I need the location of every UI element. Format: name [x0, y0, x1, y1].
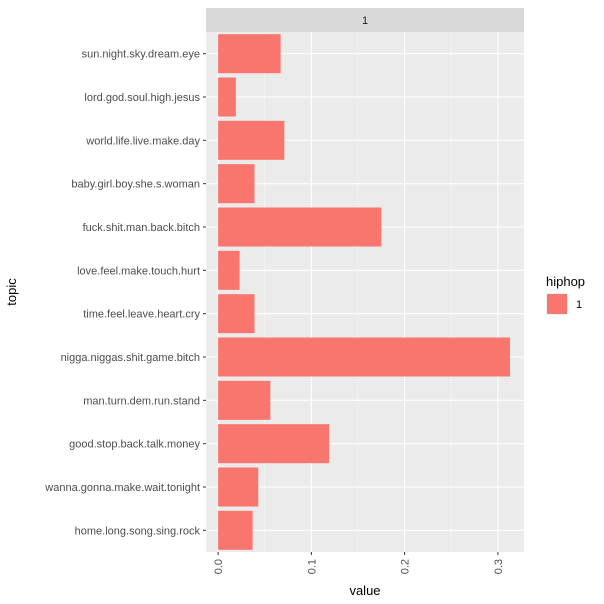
- y-tick-label: wanna.gonna.make.wait.tonight: [44, 482, 200, 494]
- x-tick-label: 0.2: [400, 559, 412, 574]
- legend-swatch-1: [547, 294, 567, 314]
- bar: [218, 380, 271, 420]
- bars: [218, 34, 511, 550]
- y-tick-label: nigga.niggas.shit.game.bitch: [61, 352, 200, 364]
- y-tick-label: fuck.shit.man.back.bitch: [83, 222, 200, 234]
- bar: [218, 207, 382, 247]
- y-axis: sun.night.sky.dream.eye lord.god.soul.hig…: [44, 49, 206, 537]
- y-tick-label: time.feel.leave.heart.cry: [83, 309, 200, 321]
- bar: [218, 467, 259, 507]
- x-tick-label: 0.3: [493, 559, 505, 574]
- bar: [218, 337, 511, 377]
- minor-gridlines: [264, 32, 452, 552]
- x-tick-label: 0.1: [306, 559, 318, 574]
- y-tick-label: world.life.live.make.day: [85, 135, 200, 147]
- legend-label-1: 1: [576, 299, 582, 311]
- bar: [218, 294, 255, 334]
- x-axis-title: value: [349, 583, 380, 598]
- x-axis: 0.0 0.1 0.2 0.3: [213, 552, 505, 574]
- bar: [218, 424, 330, 464]
- legend: hiphop 1: [546, 274, 585, 315]
- bar: [218, 250, 240, 290]
- x-tick-label: 0.0: [213, 559, 225, 574]
- plot-panel: [206, 32, 524, 552]
- y-tick-label: home.long.song.sing.rock: [75, 525, 201, 537]
- y-tick-label: sun.night.sky.dream.eye: [82, 49, 200, 61]
- legend-title: hiphop: [546, 274, 585, 289]
- bar: [218, 164, 255, 204]
- bar: [218, 120, 285, 160]
- y-tick-label: love.feel.make.touch.hurt: [77, 265, 200, 277]
- bar: [218, 77, 236, 117]
- bar: [218, 510, 253, 550]
- y-axis-title: topic: [4, 278, 19, 306]
- facet-strip: [206, 8, 524, 32]
- y-tick-label: baby.girl.boy.she.s.woman: [71, 179, 200, 191]
- bar: [218, 34, 281, 74]
- y-tick-label: man.turn.dem.run.stand: [83, 395, 200, 407]
- facet-strip-label: 1: [362, 15, 368, 27]
- y-tick-label: lord.god.soul.high.jesus: [84, 92, 200, 104]
- y-tick-label: good.stop.back.talk.money: [69, 439, 200, 451]
